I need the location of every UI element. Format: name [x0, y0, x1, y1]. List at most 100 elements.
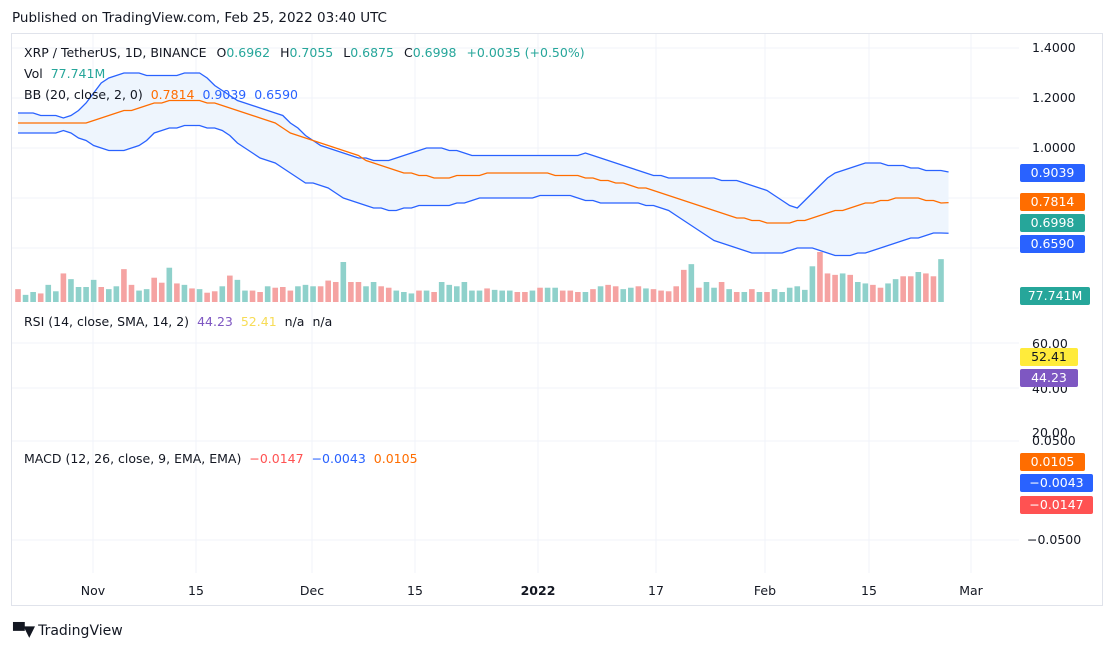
volume-bar	[310, 286, 316, 302]
x-tick-year: 2022	[520, 583, 556, 598]
rsi-na-1: n/a	[284, 314, 305, 329]
volume-bar	[98, 287, 105, 302]
volume-bar	[870, 284, 876, 302]
volume-bar	[272, 287, 279, 302]
volume-bar	[211, 291, 218, 302]
volume-bar	[862, 283, 869, 302]
volume-bar	[83, 287, 89, 302]
volume-bar	[892, 279, 899, 302]
volume-bar	[575, 292, 581, 302]
volume-bar	[764, 292, 770, 302]
x-tick: Mar	[959, 583, 983, 598]
volume-bar	[605, 284, 611, 302]
tradingview-brand[interactable]: ▀▼ TradingView	[13, 622, 123, 640]
x-tick: 15	[407, 583, 423, 598]
volume-bar	[423, 290, 430, 302]
volume-bar	[643, 288, 649, 302]
volume-bar	[385, 287, 392, 302]
bb-label: BB (20, close, 2, 0)	[24, 87, 143, 102]
rsi-value: 44.23	[197, 314, 233, 329]
volume-bar	[938, 259, 944, 302]
volume-bar	[680, 269, 687, 302]
macd-tick: −0.0500	[1027, 532, 1082, 547]
volume-bar	[529, 290, 536, 302]
volume-bar	[658, 290, 664, 302]
high-label: H	[280, 45, 290, 60]
volume-bar	[15, 289, 21, 302]
close-value: 0.6998	[412, 45, 457, 60]
volume-bar	[45, 284, 52, 302]
bb-upper-badge: 0.9039	[1020, 164, 1085, 182]
bb-upper-line	[18, 72, 949, 209]
volume-bar	[628, 287, 634, 302]
volume-bar	[620, 289, 627, 302]
macd-hist-badge: −0.0147	[1020, 496, 1093, 514]
symbol-title: XRP / TetherUS, 1D, BINANCE	[24, 45, 207, 60]
volume-bar	[469, 290, 475, 302]
volume-bar	[832, 274, 838, 302]
volume-bar	[408, 293, 415, 302]
bb-fill	[18, 73, 949, 256]
volume-bar	[522, 292, 528, 302]
x-tick: 15	[188, 583, 204, 598]
volume-bar	[915, 272, 922, 302]
low-value: 0.6875	[350, 45, 394, 60]
volume-bar	[189, 288, 195, 302]
rsi-na-2: n/a	[312, 314, 333, 329]
volume-legend: Vol 77.741M	[24, 66, 109, 81]
x-tick: 15	[861, 583, 877, 598]
volume-bar	[295, 286, 301, 302]
bb-upper-value: 0.9039	[202, 87, 247, 102]
volume-bar	[401, 292, 407, 302]
volume-bar	[166, 267, 173, 302]
x-tick: Dec	[299, 583, 325, 598]
tradingview-logo-icon: ▀▼	[13, 622, 35, 640]
volume-bar	[741, 292, 748, 302]
volume-bar	[340, 262, 347, 302]
volume-bar	[446, 284, 453, 302]
volume-bar	[590, 289, 596, 302]
bb-basis-badge: 0.7814	[1020, 193, 1085, 211]
high-value: 0.7055	[289, 45, 334, 60]
published-caption: Published on TradingView.com, Feb 25, 20…	[12, 10, 387, 26]
symbol-legend: XRP / TetherUS, 1D, BINANCE O0.6962 H0.705…	[24, 45, 589, 60]
volume-bar	[128, 284, 135, 302]
bb-basis-value: 0.7814	[150, 87, 195, 102]
volume-bar	[30, 292, 36, 302]
volume-bar	[181, 284, 188, 302]
volume-bar	[809, 266, 816, 302]
change-value: +0.0035 (+0.50%)	[466, 45, 585, 60]
volume-bar	[249, 290, 256, 302]
volume-bar	[227, 275, 233, 302]
rsi-badge: 44.23	[1020, 369, 1078, 387]
volume-bar	[733, 292, 740, 302]
volume-bar	[37, 293, 44, 302]
volume-bar	[196, 289, 203, 302]
volume-bar	[923, 273, 929, 302]
volume-bar	[242, 290, 248, 302]
volume-bar	[22, 294, 29, 302]
volume-bar	[393, 290, 400, 302]
low-label: L	[343, 45, 351, 60]
volume-bar	[839, 273, 846, 302]
close-label: C	[403, 45, 413, 60]
volume-bar	[257, 292, 263, 302]
volume-bar	[635, 286, 642, 302]
volume-bar	[378, 286, 384, 302]
volume-bar	[484, 288, 490, 302]
volume-bar	[491, 289, 498, 302]
volume-bar	[136, 290, 142, 302]
volume-bar	[718, 282, 725, 302]
volume-bar	[537, 287, 543, 302]
macd-label: MACD (12, 26, close, 9, EMA, EMA)	[24, 451, 242, 466]
volume-bar	[688, 264, 695, 302]
price-tick: 1.2000	[1032, 90, 1076, 105]
bollinger-bands	[18, 72, 949, 257]
volume-bar	[121, 269, 127, 302]
volume-bar	[355, 282, 362, 302]
macd-signal-value: 0.0105	[373, 451, 418, 466]
volume-bar	[552, 287, 558, 302]
x-tick: 17	[648, 583, 664, 598]
volume-bar	[877, 287, 884, 302]
